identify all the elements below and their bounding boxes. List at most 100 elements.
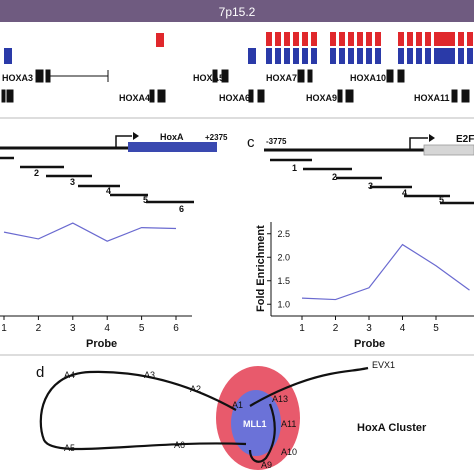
exon-mark	[348, 48, 354, 64]
exon-mark	[375, 32, 381, 46]
gene-label: HOXA7	[266, 73, 297, 83]
exon-mark	[440, 48, 446, 64]
exon-mark	[434, 48, 440, 64]
exon-mark	[339, 48, 345, 64]
exon-mark	[425, 48, 431, 64]
end-coord: +2375	[205, 133, 228, 142]
probe-label: 2	[332, 172, 337, 182]
exon-mark	[330, 32, 336, 46]
panel-c-map: c -3775 E2F 1 2 3 4 5	[247, 134, 474, 205]
gene-label: HOXA9	[306, 93, 337, 103]
exon-mark	[467, 32, 473, 46]
y-tick-label: 2.0	[277, 252, 290, 262]
x-tick-label: 3	[70, 323, 76, 334]
exon-mark	[284, 48, 290, 64]
x-tick-label: 5	[433, 323, 439, 334]
exon-mark	[467, 48, 473, 64]
gene-label: HOXA10	[350, 73, 386, 83]
panel-d-loop: d A4 A3 A2 A1 A5 A6 A13 A11 A10 A9 EVX1 …	[36, 360, 427, 470]
x-tick-label: 3	[366, 323, 372, 334]
x-axis-label: Probe	[86, 338, 117, 350]
x-tick-label: 6	[173, 323, 179, 334]
exon-mark	[449, 32, 455, 46]
hoxa-gene-box	[128, 142, 217, 152]
x-tick-label: 1	[1, 323, 7, 334]
exon-mark	[284, 32, 290, 46]
series-line	[3, 222, 177, 242]
panel-b-map: HoxA +2375 2 3 4 5 6	[0, 132, 228, 214]
loop-label: A10	[281, 447, 297, 457]
probe-label: 3	[70, 177, 75, 187]
cluster-label: HoxA Cluster	[357, 422, 427, 434]
loop-label: A3	[144, 370, 155, 380]
exon-mark	[348, 32, 354, 46]
exon-mark	[425, 32, 431, 46]
exon-mark	[302, 48, 308, 64]
y-tick-label: 1.5	[277, 276, 290, 286]
probe-label: 6	[179, 204, 184, 214]
gene-labels: HOXA3 HOXA5 HOXA7 HOXA10 HOXA4 HOXA6 HOX…	[2, 73, 450, 103]
probe-label: 2	[34, 168, 39, 178]
exon-mark	[416, 48, 422, 64]
exon-mark	[339, 32, 345, 46]
x-tick-label: 4	[400, 323, 406, 334]
exon-mark	[330, 48, 336, 64]
exon-mark	[275, 32, 281, 46]
probe-label: 4	[106, 186, 111, 196]
exon-mark	[275, 48, 281, 64]
exon-mark	[440, 32, 446, 46]
loop-label: A2	[190, 384, 201, 394]
exon-mark	[266, 32, 272, 46]
exon-mark	[375, 48, 381, 64]
probe-label: 4	[402, 188, 407, 198]
gene-glyphs	[1, 69, 470, 103]
gene-label: HOXA4	[119, 93, 150, 103]
loop-label: A9	[261, 460, 272, 470]
mll1-core	[231, 390, 281, 456]
exon-mark	[458, 48, 464, 64]
exon-mark	[311, 32, 317, 46]
loop-label: A11	[281, 419, 296, 429]
x-tick-label: 2	[36, 323, 42, 334]
x-tick-label: 5	[139, 323, 145, 334]
panel-b-chart: 1 2 3 4 5 6 Probe	[0, 222, 192, 350]
y-axis-label: Fold Enrichment	[255, 225, 267, 312]
exon-mark	[407, 48, 413, 64]
exon-mark	[449, 48, 455, 64]
gene-label: HOXA3	[2, 73, 33, 83]
loop-label: A5	[64, 443, 75, 453]
exon-mark	[398, 48, 404, 64]
y-tick-label: 2.5	[277, 229, 290, 239]
chromosome-band	[0, 0, 474, 22]
gene-track	[4, 32, 473, 64]
exon-mark	[302, 32, 308, 46]
loop-label: A1	[232, 400, 243, 410]
exon-mark	[357, 32, 363, 46]
e2f-gene-box	[423, 144, 474, 156]
panel-letter-c: c	[247, 134, 255, 151]
gene-label: HOXA11	[414, 93, 450, 103]
x-tick-label: 1	[299, 323, 305, 334]
gene-label: HOXA5	[193, 73, 224, 83]
panel-c-chart: Fold Enrichment 1 2 3 4 5 1.0 1.5 2.0 2.5 Probe	[255, 222, 474, 350]
x-tick-label: 4	[104, 323, 110, 334]
series-line	[301, 243, 470, 301]
panel-letter-d: d	[36, 364, 44, 381]
y-tick-label: 1.0	[277, 299, 290, 309]
exon-mark	[293, 48, 299, 64]
exon-mark	[293, 32, 299, 46]
loop-label: A6	[174, 440, 185, 450]
exon-mark	[366, 32, 372, 46]
exon-mark	[458, 32, 464, 46]
x-axis-label: Probe	[354, 338, 385, 350]
gene-label: HOXA6	[219, 93, 250, 103]
exon-mark	[407, 32, 413, 46]
exon-mark	[357, 48, 363, 64]
exon-mark	[434, 32, 440, 46]
exon-mark	[311, 48, 317, 64]
loop-label: EVX1	[372, 360, 395, 370]
exon-mark	[416, 32, 422, 46]
probe-label: 3	[368, 181, 373, 191]
loop-label: A13	[272, 394, 288, 404]
